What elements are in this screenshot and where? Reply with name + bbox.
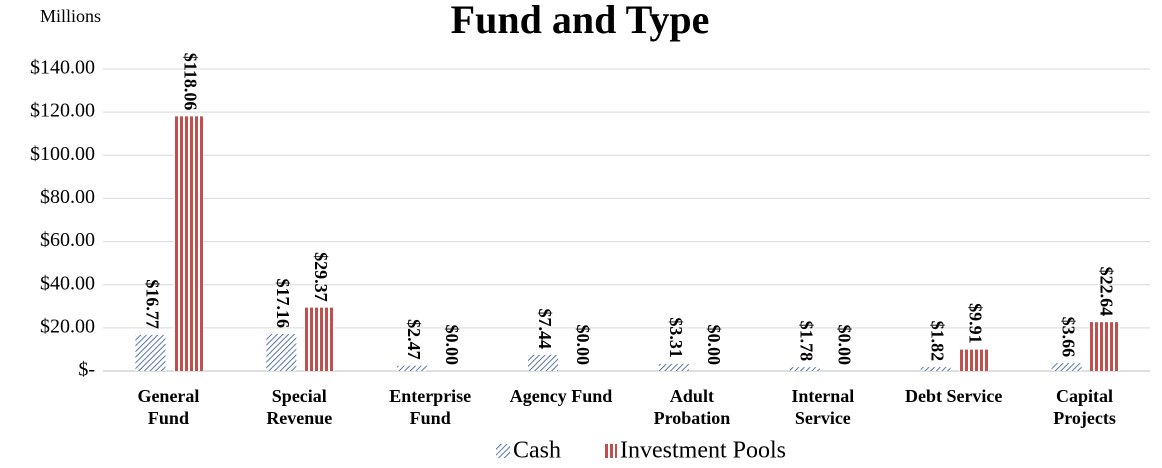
data-label: $3.31: [666, 317, 686, 358]
x-tick-label: Internal Service: [791, 386, 855, 428]
data-label: $29.37: [311, 252, 331, 302]
x-tick-label: Capital Projects: [1053, 386, 1116, 428]
legend-label: Cash: [513, 438, 561, 464]
data-label: $22.64: [1096, 267, 1116, 317]
chart-title: Fund and Type: [451, 0, 710, 42]
bar: [1089, 322, 1120, 371]
data-label: $1.78: [797, 321, 817, 362]
x-tick-label: Agency Fund: [509, 386, 613, 406]
bar: [173, 116, 204, 371]
y-tick-label: $80.00: [40, 186, 95, 208]
data-label: $9.91: [966, 303, 986, 344]
x-tick-label: Special Revenue: [266, 386, 333, 428]
bar: [135, 334, 166, 371]
data-label: $7.44: [535, 308, 555, 349]
y-unit-label: Millions: [40, 6, 101, 26]
bar: [1051, 363, 1082, 371]
x-tick-label: Adult Probation: [653, 386, 731, 428]
bar: [397, 365, 428, 371]
bar: [920, 367, 951, 371]
y-tick-label: $20.00: [40, 315, 95, 337]
data-label: $16.77: [142, 279, 162, 329]
legend-label: Investment Pools: [620, 438, 786, 464]
y-tick-label: $60.00: [40, 229, 95, 251]
bar: [304, 307, 335, 371]
data-label: $3.66: [1058, 317, 1078, 358]
x-tick-label: General Fund: [137, 386, 200, 428]
data-label: $0.00: [704, 325, 724, 366]
y-tick-label: $100.00: [30, 143, 95, 165]
x-tick-label: Debt Service: [904, 386, 1003, 406]
bar: [266, 333, 297, 371]
bar: [789, 367, 820, 371]
legend-swatch: [603, 444, 617, 458]
bar: [658, 363, 689, 371]
bar: [958, 349, 989, 371]
y-tick-label: $-: [78, 359, 95, 381]
data-label: $2.47: [404, 319, 424, 360]
y-tick-label: $140.00: [30, 57, 95, 79]
x-tick-label: Enterprise Fund: [389, 386, 472, 428]
data-label: $1.82: [928, 321, 948, 362]
data-label: $0.00: [573, 325, 593, 366]
data-label: $17.16: [273, 278, 293, 328]
legend-swatch: [496, 444, 510, 458]
data-label: $118.06: [180, 53, 200, 111]
bar: [528, 354, 559, 371]
y-tick-label: $40.00: [40, 272, 95, 294]
data-label: $0.00: [835, 325, 855, 366]
y-tick-label: $120.00: [30, 100, 95, 122]
data-label: $0.00: [442, 325, 462, 366]
